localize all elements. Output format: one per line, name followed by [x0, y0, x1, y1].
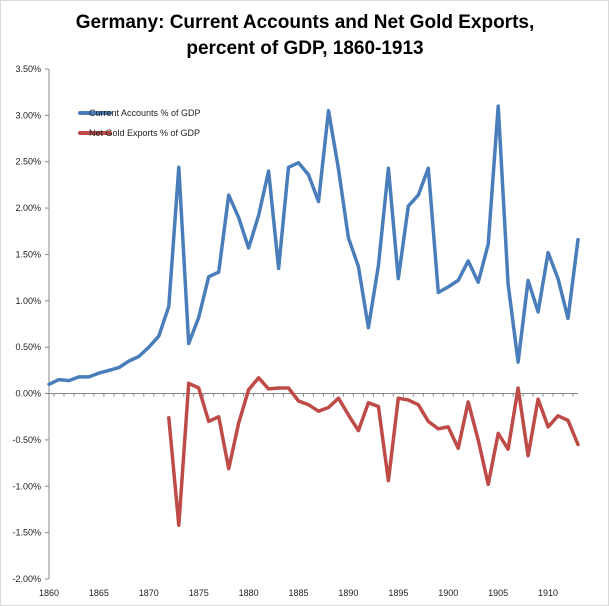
x-tick-label: 1860 — [39, 588, 59, 598]
x-tick-label: 1870 — [139, 588, 159, 598]
y-tick-label: -0.50% — [12, 435, 41, 445]
y-tick-label: 3.00% — [15, 110, 41, 120]
y-tick-label: 3.50% — [15, 64, 41, 74]
legend-label-1: Current Accounts % of GDP — [89, 108, 201, 118]
x-tick-label: 1890 — [338, 588, 358, 598]
series-line-2 — [167, 376, 580, 527]
chart-title: Germany: Current Accounts and Net Gold E… — [75, 12, 535, 59]
x-tick-label: 1885 — [289, 588, 309, 598]
x-tick-label: 1875 — [189, 588, 209, 598]
x-tick-label: 1900 — [438, 588, 458, 598]
y-tick-label: -2.00% — [12, 574, 41, 584]
y-tick-label: 0.00% — [15, 389, 41, 399]
y-tick-label: -1.50% — [12, 528, 41, 538]
x-tick-label: 1910 — [538, 588, 558, 598]
y-tick-label: 1.00% — [15, 296, 41, 306]
y-tick-label: 2.50% — [15, 157, 41, 167]
x-tick-label: 1895 — [388, 588, 408, 598]
y-tick-label: 0.50% — [15, 342, 41, 352]
x-tick-label: 1905 — [488, 588, 508, 598]
y-tick-label: 2.00% — [15, 203, 41, 213]
y-tick-label: -1.00% — [12, 481, 41, 491]
series-line-1 — [47, 104, 580, 387]
x-tick-label: 1880 — [239, 588, 259, 598]
x-tick-label: 1865 — [89, 588, 109, 598]
y-tick-label: 1.50% — [15, 249, 41, 259]
legend-label-2: Net Gold Exports % of GDP — [89, 128, 200, 138]
